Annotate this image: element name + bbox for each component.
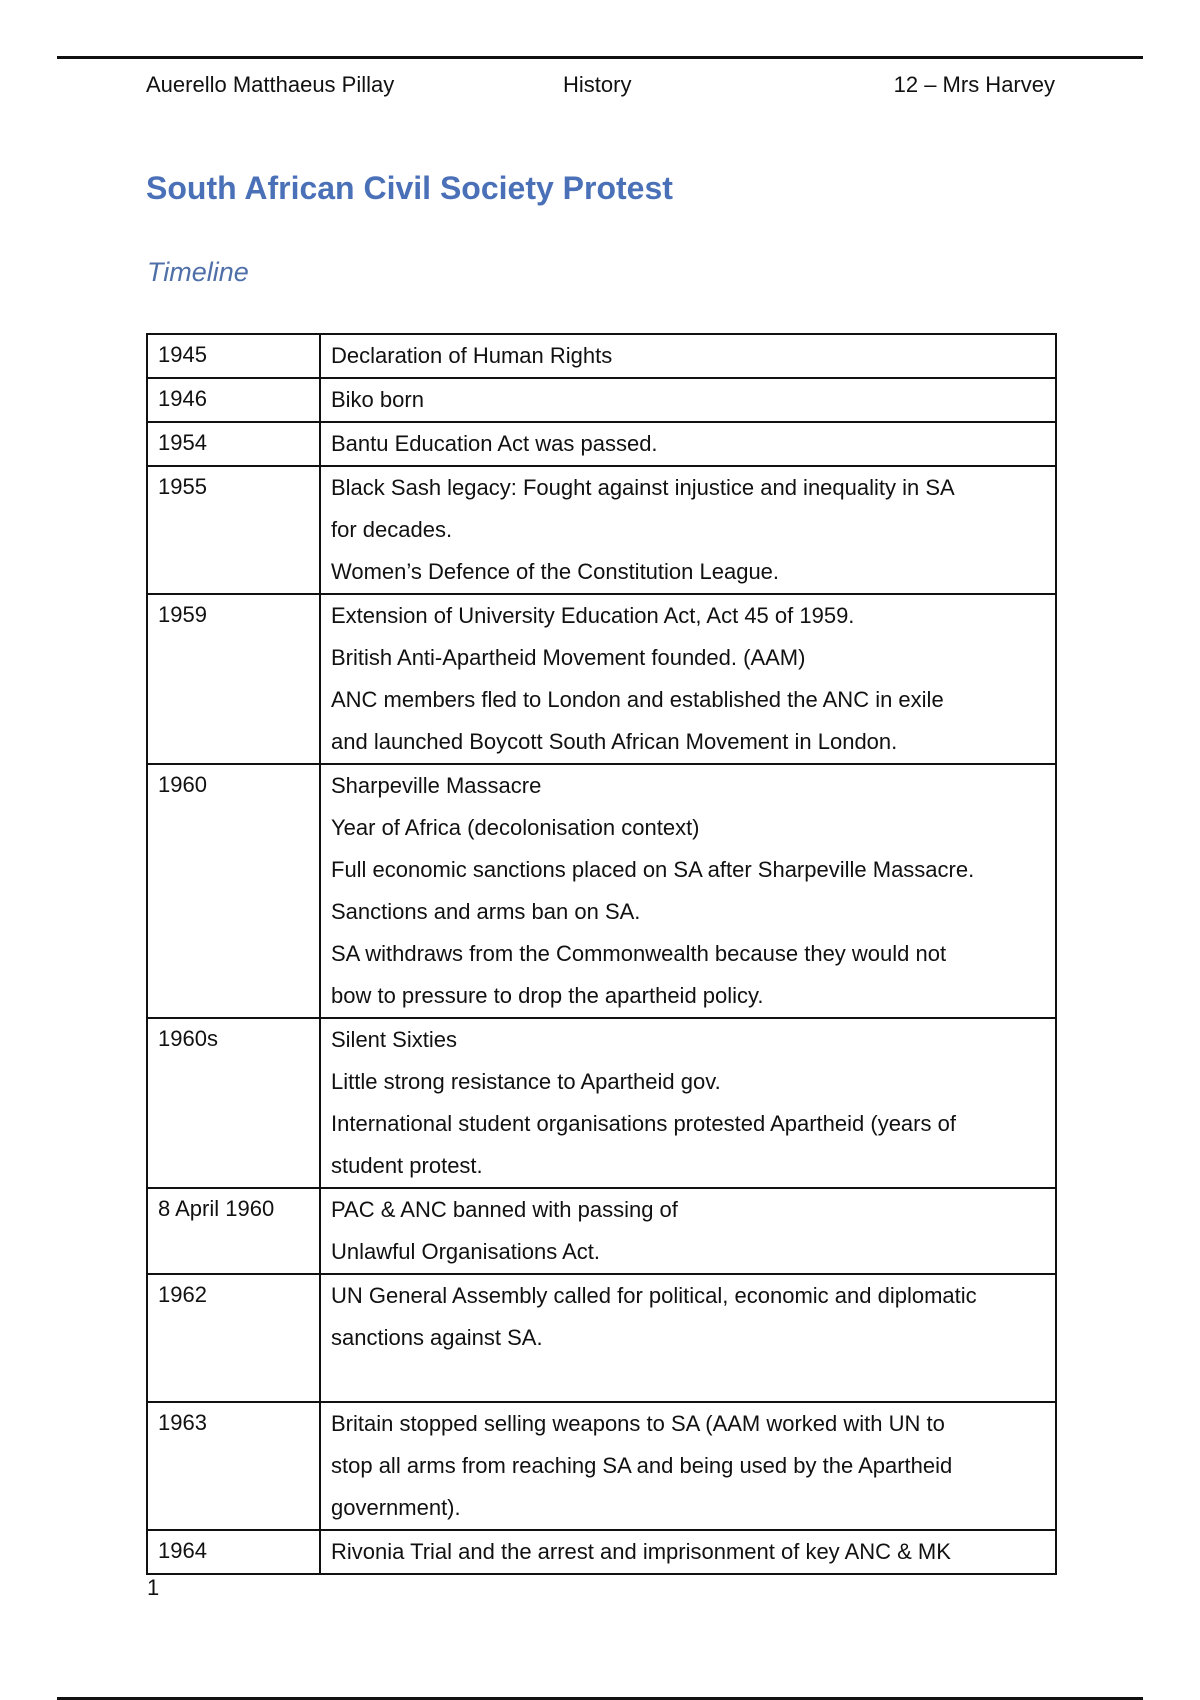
year-cell: 1959 bbox=[146, 593, 321, 765]
event-line: stop all arms from reaching SA and being… bbox=[331, 1453, 953, 1478]
event-line: UN General Assembly called for political… bbox=[331, 1283, 977, 1308]
event-cell: Extension of University Education Act, A… bbox=[319, 593, 1057, 765]
timeline-table: 1945 Declaration of Human Rights 1946 Biko … bbox=[146, 333, 1057, 1575]
event-line: Year of Africa (decolonisation context) bbox=[331, 815, 700, 840]
year-cell: 1962 bbox=[146, 1273, 321, 1403]
year-cell: 1954 bbox=[146, 421, 321, 467]
event-line: sanctions against SA. bbox=[331, 1325, 543, 1350]
year-cell: 1963 bbox=[146, 1401, 321, 1531]
event-line: bow to pressure to drop the apartheid po… bbox=[331, 983, 764, 1008]
table-row: 1960s Silent Sixties Little strong resista… bbox=[146, 1017, 1057, 1189]
event-line: Rivonia Trial and the arrest and impriso… bbox=[331, 1539, 951, 1564]
event-cell: Bantu Education Act was passed. bbox=[319, 421, 1057, 467]
event-line: Sanctions and arms ban on SA. bbox=[331, 899, 641, 924]
event-line: Little strong resistance to Apartheid go… bbox=[331, 1069, 721, 1094]
table-row: 1955 Black Sash legacy: Fought against in… bbox=[146, 465, 1057, 595]
event-line: British Anti-Apartheid Movement founded.… bbox=[331, 645, 806, 670]
table-row: 1962 UN General Assembly called for polit… bbox=[146, 1273, 1057, 1403]
table-row: 1946 Biko born bbox=[146, 377, 1057, 423]
event-line bbox=[331, 1359, 1045, 1401]
year-cell: 8 April 1960 bbox=[146, 1187, 321, 1275]
table-row: 8 April 1960 PAC & ANC banned with passin… bbox=[146, 1187, 1057, 1275]
event-cell: Silent Sixties Little strong resistance t… bbox=[319, 1017, 1057, 1189]
bottom-rule bbox=[57, 1697, 1143, 1700]
year-cell: 1955 bbox=[146, 465, 321, 595]
table-row: 1960 Sharpeville Massacre Year of Africa (… bbox=[146, 763, 1057, 1019]
year-cell: 1960 bbox=[146, 763, 321, 1019]
event-cell: Biko born bbox=[319, 377, 1057, 423]
event-cell: Sharpeville Massacre Year of Africa (deco… bbox=[319, 763, 1057, 1019]
event-line: for decades. bbox=[331, 517, 453, 542]
event-cell: PAC & ANC banned with passing of Unlawful… bbox=[319, 1187, 1057, 1275]
year-cell: 1945 bbox=[146, 333, 321, 379]
page-title: South African Civil Society Protest bbox=[146, 170, 673, 206]
header-subject: History bbox=[563, 72, 632, 97]
table-row: 1945 Declaration of Human Rights bbox=[146, 333, 1057, 379]
table-row: 1963 Britain stopped selling weapons to S… bbox=[146, 1401, 1057, 1531]
event-line: and launched Boycott South African Movem… bbox=[331, 729, 898, 754]
event-line: Black Sash legacy: Fought against injust… bbox=[331, 475, 955, 500]
event-cell: Black Sash legacy: Fought against injust… bbox=[319, 465, 1057, 595]
year-cell: 1960s bbox=[146, 1017, 321, 1189]
section-heading: Timeline bbox=[147, 257, 249, 287]
event-line: Full economic sanctions placed on SA aft… bbox=[331, 857, 975, 882]
event-line: Silent Sixties bbox=[331, 1027, 457, 1052]
event-line: government). bbox=[331, 1495, 461, 1520]
year-cell: 1946 bbox=[146, 377, 321, 423]
top-rule bbox=[57, 56, 1143, 59]
table-row: 1959 Extension of University Education Ac… bbox=[146, 593, 1057, 765]
page-number: 1 bbox=[147, 1575, 160, 1600]
event-line: student protest. bbox=[331, 1153, 483, 1178]
event-line: Sharpeville Massacre bbox=[331, 773, 542, 798]
event-line: Britain stopped selling weapons to SA (A… bbox=[331, 1411, 945, 1436]
event-cell: UN General Assembly called for political… bbox=[319, 1273, 1057, 1403]
event-line: Bantu Education Act was passed. bbox=[331, 431, 658, 456]
event-line: Women’s Defence of the Constitution Leag… bbox=[331, 559, 780, 584]
event-line: Biko born bbox=[331, 387, 424, 412]
event-line: Extension of University Education Act, A… bbox=[331, 603, 855, 628]
event-line: ANC members fled to London and establish… bbox=[331, 687, 944, 712]
table-row: 1964 Rivonia Trial and the arrest and imp… bbox=[146, 1529, 1057, 1575]
event-line: Declaration of Human Rights bbox=[331, 343, 613, 368]
table-row: 1954 Bantu Education Act was passed. bbox=[146, 421, 1057, 467]
event-cell: Declaration of Human Rights bbox=[319, 333, 1057, 379]
event-line: Unlawful Organisations Act. bbox=[331, 1239, 601, 1264]
header-class: 12 – Mrs Harvey bbox=[893, 72, 1055, 97]
header-author: Auerello Matthaeus Pillay bbox=[146, 72, 395, 97]
event-line: PAC & ANC banned with passing of bbox=[331, 1197, 678, 1222]
event-cell: Britain stopped selling weapons to SA (A… bbox=[319, 1401, 1057, 1531]
event-cell: Rivonia Trial and the arrest and impriso… bbox=[319, 1529, 1057, 1575]
event-line: SA withdraws from the Commonwealth becau… bbox=[331, 941, 947, 966]
year-cell: 1964 bbox=[146, 1529, 321, 1575]
event-line: International student organisations prot… bbox=[331, 1111, 956, 1136]
